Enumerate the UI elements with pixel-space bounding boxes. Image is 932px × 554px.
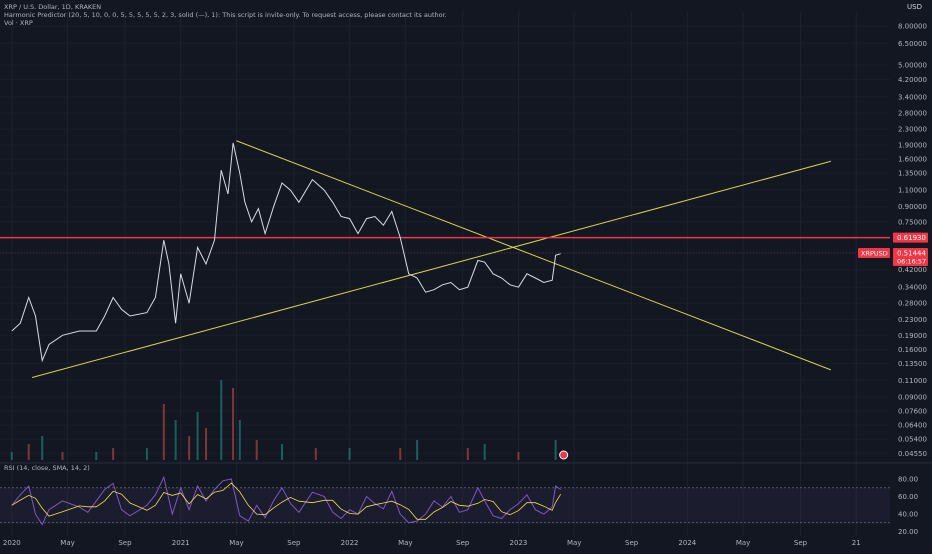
indicator-legend[interactable]: Harmonic Predictor (20, 5, 10, 0, 0, 5, … — [4, 11, 447, 19]
time-tick-label: May — [567, 539, 581, 547]
time-tick-label: May — [736, 539, 750, 547]
price-tick-label: 2.80000 — [898, 109, 927, 117]
volume-bar — [314, 448, 317, 460]
price-tick-label: 1.35000 — [898, 170, 927, 178]
volume-bar — [554, 440, 557, 460]
volume-bar — [196, 412, 199, 460]
rsi-signal-line — [11, 482, 562, 520]
time-tick-label: 2024 — [678, 539, 696, 547]
symbol-tag — [858, 247, 890, 258]
symbol-tag-label: XRPUSD — [861, 249, 888, 257]
volume-bar — [232, 388, 235, 460]
price-tick-label: 3.40000 — [898, 93, 927, 101]
trendline-descending — [236, 140, 832, 371]
currency-label[interactable]: USD — [907, 3, 922, 11]
price-tick-label: 0.28000 — [898, 300, 927, 308]
volume-bar — [255, 440, 258, 460]
time-tick-label: 2020 — [3, 539, 21, 547]
time-tick-label: May — [229, 539, 243, 547]
price-tick-label: 8.00000 — [898, 23, 927, 31]
price-tick-label: 4.20000 — [898, 76, 927, 84]
current-price-tag — [893, 247, 928, 266]
volume-bar — [416, 440, 419, 460]
price-tick-label: 0.13500 — [898, 360, 927, 368]
chart-legend: XRP / U.S. Dollar, 1D, KRAKEN Harmonic P… — [4, 3, 447, 27]
price-tick-label: 0.04550 — [898, 450, 927, 458]
level-price-label: 0.61930 — [897, 234, 926, 242]
countdown-label: 06:16:57 — [897, 257, 926, 265]
volume-bar — [145, 448, 148, 460]
time-tick-label: 2023 — [510, 539, 528, 547]
price-tick-label: 0.23000 — [898, 316, 927, 324]
time-tick-label: Sep — [456, 539, 470, 547]
time-tick-label: 21 — [852, 539, 861, 547]
volume-bar — [483, 444, 486, 460]
volume-bar — [10, 452, 13, 460]
volume-legend[interactable]: Vol · XRP — [4, 19, 33, 27]
time-tick-label: 2022 — [341, 539, 359, 547]
level-price-tag — [893, 232, 928, 243]
time-tick-label: 2021 — [172, 539, 190, 547]
price-tick-label: 0.09000 — [898, 394, 927, 402]
volume-bar — [281, 444, 284, 460]
events-marker — [559, 450, 569, 460]
price-tick-label: 0.34000 — [898, 284, 927, 292]
volume-bar — [399, 448, 402, 460]
price-tick-label: 1.60000 — [898, 156, 927, 164]
volume-bar — [112, 448, 115, 460]
price-tick-label: 6.50000 — [898, 40, 927, 48]
time-tick-label: May — [398, 539, 412, 547]
volume-bar — [205, 428, 208, 460]
volume-bar — [174, 420, 177, 460]
price-tick-label: 0.06400 — [898, 422, 927, 430]
rsi-legend[interactable]: RSI (14, close, SMA, 14, 2) — [4, 464, 90, 472]
volume-bar — [61, 452, 64, 460]
price-axis: 8.00000 6.50000 5.00000 4.20000 3.40000 2.800… — [898, 23, 927, 458]
time-tick-label: Sep — [118, 539, 132, 547]
price-tick-label: 1.10000 — [898, 187, 927, 195]
price-tick-label: 0.42000 — [898, 266, 927, 274]
price-line — [11, 142, 561, 363]
price-tick-label: 0.05400 — [898, 436, 927, 444]
volume-bar — [348, 448, 351, 460]
price-tick-label: 2.30000 — [898, 126, 927, 134]
time-tick-label: Sep — [625, 539, 639, 547]
volume-bar — [95, 452, 98, 460]
rsi-axis: 80.00 60.00 40.00 20.00 — [898, 476, 918, 537]
price-tick-label: 0.16000 — [898, 346, 927, 354]
volume-bar — [466, 448, 469, 460]
volume-bar — [238, 420, 241, 460]
price-tick-label: 0.19000 — [898, 332, 927, 340]
rsi-line — [11, 475, 561, 526]
symbol-legend[interactable]: XRP / U.S. Dollar, 1D, KRAKEN — [4, 3, 102, 11]
rsi-pane — [0, 475, 890, 526]
volume-pane — [10, 380, 557, 460]
current-price-label: 0.51444 — [897, 249, 926, 257]
rsi-tick-label: 60.00 — [898, 493, 918, 501]
trendline-ascending — [31, 160, 832, 378]
volume-bar — [188, 436, 191, 460]
time-tick-label: Sep — [794, 539, 808, 547]
time-tick-label: May — [60, 539, 74, 547]
price-tick-label: 0.11000 — [898, 377, 927, 385]
price-tick-label: 0.90000 — [898, 203, 927, 211]
rsi-tick-label: 80.00 — [898, 476, 918, 484]
price-tick-label: 0.07600 — [898, 407, 927, 415]
time-tick-label: Sep — [287, 539, 301, 547]
price-tick-label: 1.90000 — [898, 141, 927, 149]
rsi-tick-label: 20.00 — [898, 528, 918, 536]
time-axis: 2020 May Sep 2021 May Sep 2022 May Sep 2023 May Sep… — [3, 539, 861, 547]
price-tick-label: 0.75000 — [898, 218, 927, 226]
rsi-tick-label: 40.00 — [898, 511, 918, 519]
price-tick-label: 5.00000 — [898, 62, 927, 70]
volume-bar — [517, 452, 520, 460]
volume-bar — [27, 444, 30, 460]
volume-bar — [41, 436, 44, 460]
volume-bar — [220, 380, 223, 460]
volume-bar — [162, 404, 165, 460]
